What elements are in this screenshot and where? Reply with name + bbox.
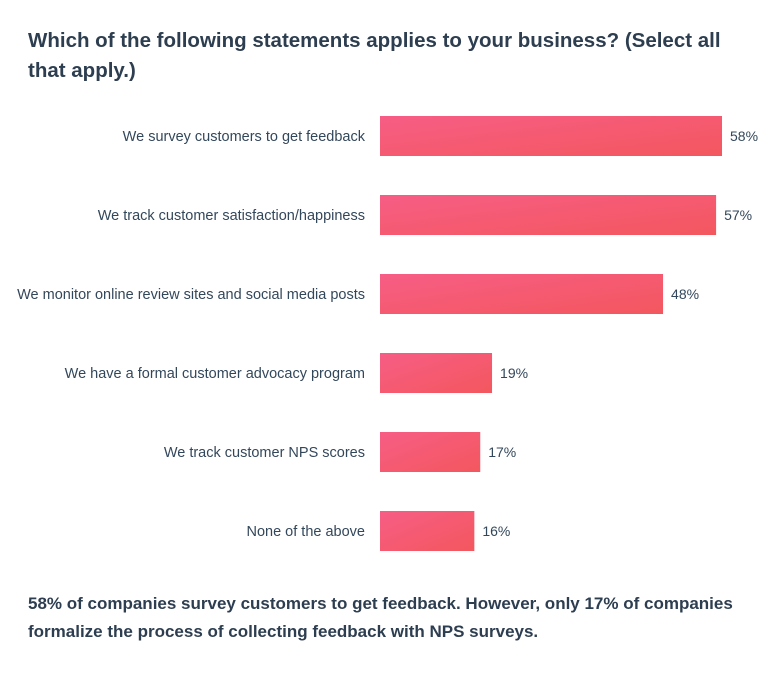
value-label: 17%	[488, 444, 516, 460]
category-label: We track customer satisfaction/happiness	[98, 208, 365, 224]
bar	[380, 274, 664, 314]
value-label: 58%	[730, 128, 758, 144]
category-label: We monitor online review sites and socia…	[17, 287, 365, 303]
value-label: 48%	[671, 286, 699, 302]
category-label: We survey customers to get feedback	[123, 129, 366, 145]
value-label: 16%	[482, 523, 510, 539]
bar-chart: We survey customers to get feedback 58% We…	[17, 116, 758, 551]
bar	[380, 511, 475, 551]
bar	[380, 116, 722, 156]
category-label: We track customer NPS scores	[164, 445, 365, 461]
bar	[380, 353, 493, 393]
bar	[380, 195, 717, 235]
category-label: We have a formal customer advocacy progr…	[65, 366, 365, 382]
bar	[380, 432, 481, 472]
chart-title: Which of the following statements applie…	[28, 29, 721, 82]
value-label: 19%	[500, 365, 528, 381]
value-label: 57%	[724, 207, 752, 223]
chart-caption: 58% of companies survey customers to get…	[28, 594, 733, 641]
bars-group: We survey customers to get feedback 58% We…	[17, 116, 758, 551]
category-label: None of the above	[246, 524, 365, 540]
